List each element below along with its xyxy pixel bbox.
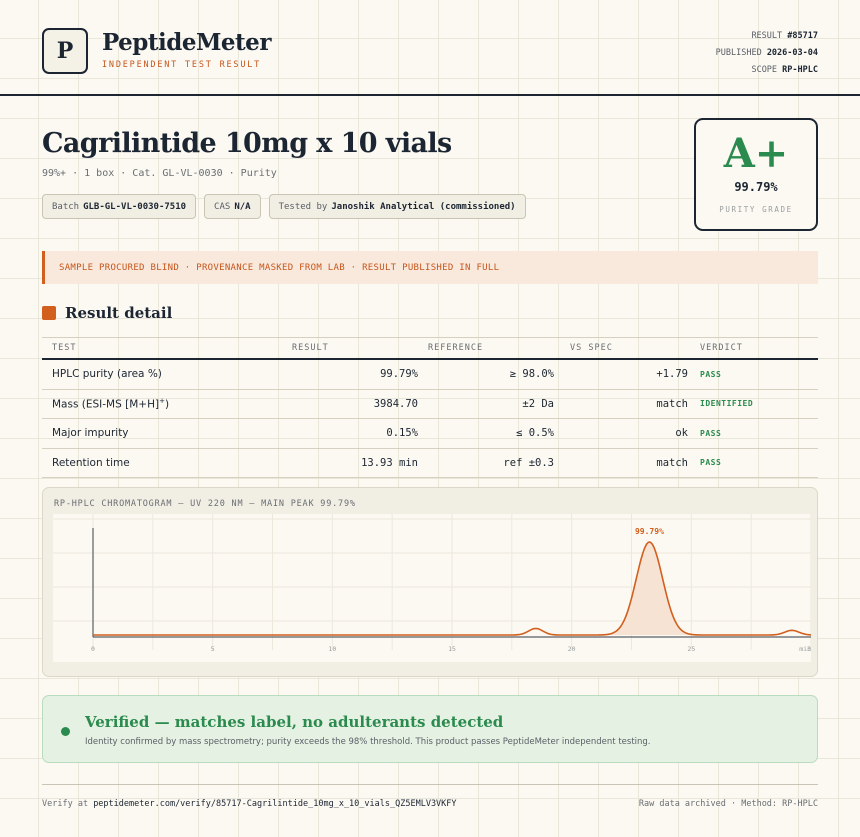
- batch-chip: Batch GLB-GL-VL-0030-7510: [42, 194, 197, 219]
- procurement-notice: SAMPLE PROCURED BLIND · PROVENANCE MASKE…: [42, 251, 818, 284]
- published-label: PUBLISHED: [715, 48, 762, 58]
- verify-link[interactable]: peptidemeter.com/verify/85717-Cagrilinti…: [93, 799, 457, 809]
- header-verdict: VERDICT: [700, 343, 743, 353]
- chip-label: CAS: [214, 201, 231, 212]
- scope-line: SCOPE RP-HPLC: [716, 62, 818, 79]
- header-result: RESULT: [292, 343, 329, 353]
- x-unit-label: min: [799, 645, 811, 653]
- cell-vs-spec: match: [656, 397, 688, 410]
- cell-vs-spec: ok: [675, 427, 688, 440]
- brand-subtitle: INDEPENDENT TEST RESULT: [102, 60, 262, 70]
- header-test: TEST: [52, 343, 77, 353]
- table-row: HPLC purity (area %) 99.79% ≥ 98.0% +1.7…: [42, 360, 818, 390]
- section-header: Result detail: [42, 304, 172, 322]
- cell-result: 0.15%: [386, 427, 418, 440]
- table-row: Major impurity 0.15% ≤ 0.5% ok PASS: [42, 419, 818, 449]
- lab-name: Janoshik Analytical (commissioned): [331, 201, 516, 212]
- results-table: TEST RESULT REFERENCE VS SPEC VERDICT HP…: [42, 337, 818, 478]
- chip-label: Tested by: [278, 201, 328, 212]
- cell-test-sup: +: [159, 397, 165, 405]
- chromatogram-chart: 99.79% 0 5 10 15 20 25 30min: [53, 514, 811, 662]
- published-date: 2026-03-04: [766, 48, 818, 58]
- result-label: RESULT: [751, 31, 783, 41]
- cell-result: 13.93 min: [361, 456, 418, 469]
- verified-banner: Verified — matches label, no adulterants…: [42, 695, 818, 763]
- batch-number: GLB-GL-VL-0030-7510: [83, 201, 187, 212]
- report-meta: RESULT #85717 PUBLISHED 2026-03-04 SCOPE…: [716, 28, 818, 79]
- cas-chip: CAS N/A: [204, 194, 261, 219]
- cell-test-main: Mass (ESI-MS [M+H]: [52, 398, 160, 411]
- cas-number: N/A: [234, 201, 251, 212]
- product-title: Cagrilintide 10mg x 10 vials: [42, 128, 452, 159]
- purity-grade-card: A+ 99.79% PURITY GRADE: [694, 118, 818, 231]
- cell-test: HPLC purity (area %): [52, 368, 162, 381]
- cell-reference: ≤ 0.5%: [516, 427, 554, 440]
- table-header: TEST RESULT REFERENCE VS SPEC VERDICT: [42, 337, 818, 360]
- scope-value: RP-HPLC: [782, 65, 818, 75]
- x-tick-label: 20: [568, 645, 576, 653]
- cell-verdict: IDENTIFIED: [700, 399, 754, 409]
- grade-letter: A+: [723, 130, 789, 177]
- x-tick-label: 15: [448, 645, 456, 653]
- table-row: Mass (ESI-MS [M+H]+) 3984.70 ±2 Da match…: [42, 390, 818, 419]
- x-tick-label: 25: [687, 645, 695, 653]
- report-header: P PeptideMeter INDEPENDENT TEST RESULT R…: [0, 0, 860, 96]
- header-vs-spec: VS SPEC: [570, 343, 613, 353]
- chart-title: RP-HPLC CHROMATOGRAM — UV 220 NM — MAIN …: [54, 499, 356, 509]
- table-row: Retention time 13.93 min ref ±0.3 match …: [42, 449, 818, 478]
- brand-name: PeptideMeter: [102, 29, 271, 56]
- logo: P: [42, 28, 88, 74]
- result-id-line: RESULT #85717: [716, 28, 818, 45]
- published-line: PUBLISHED 2026-03-04: [716, 45, 818, 62]
- main-peak-fill: [596, 542, 703, 635]
- footer-verify: Verify at peptidemeter.com/verify/85717-…: [42, 799, 457, 809]
- x-tick-label: 5: [211, 645, 215, 653]
- cell-test-end: ): [164, 398, 170, 411]
- cell-reference: ref ±0.3: [503, 456, 554, 469]
- result-id: #85717: [787, 31, 818, 41]
- cell-result: 99.79%: [380, 368, 418, 381]
- section-marker-icon: [42, 306, 56, 320]
- cell-test: Major impurity: [52, 427, 129, 440]
- grade-label: PURITY GRADE: [719, 205, 793, 214]
- chromatogram-card: RP-HPLC CHROMATOGRAM — UV 220 NM — MAIN …: [42, 487, 818, 677]
- verified-text: Identity confirmed by mass spectrometry;…: [85, 737, 651, 747]
- cell-vs-spec: match: [656, 456, 688, 469]
- cell-test: Retention time: [52, 456, 130, 469]
- footer-method: Raw data archived · Method: RP-HPLC: [638, 799, 818, 809]
- cell-verdict: PASS: [700, 458, 722, 468]
- peak-label: 99.79%: [635, 527, 664, 536]
- header-reference: REFERENCE: [428, 343, 484, 353]
- cell-vs-spec: +1.79: [656, 368, 688, 381]
- verified-dot-icon: [61, 727, 70, 736]
- tested-by-chip: Tested by Janoshik Analytical (commission…: [268, 194, 526, 219]
- x-tick-label: 30: [807, 645, 811, 653]
- verified-title: Verified — matches label, no adulterants…: [85, 713, 504, 731]
- grade-value: 99.79%: [734, 180, 778, 194]
- chromatogram-line: [93, 541, 811, 636]
- cell-verdict: PASS: [700, 369, 722, 379]
- cell-reference: ≥ 98.0%: [509, 368, 554, 381]
- verify-prefix: Verify at: [42, 799, 89, 809]
- cell-reference: ±2 Da: [522, 397, 554, 410]
- chip-label: Batch: [52, 201, 80, 212]
- product-chips: Batch GLB-GL-VL-0030-7510 CAS N/A Tested b…: [42, 194, 526, 219]
- cell-result: 3984.70: [373, 397, 418, 410]
- x-tick-label: 0: [91, 645, 95, 653]
- footer-divider: [42, 784, 818, 785]
- cell-test: Mass (ESI-MS [M+H]+): [42, 397, 278, 411]
- x-tick-label: 10: [328, 645, 336, 653]
- section-title: Result detail: [65, 304, 173, 322]
- product-subtitle: 99%+ · 1 box · Cat. GL-VL-0030 · Purity: [42, 168, 277, 179]
- plot-background: [53, 514, 811, 662]
- scope-label: SCOPE: [751, 65, 778, 75]
- cell-verdict: PASS: [700, 428, 722, 438]
